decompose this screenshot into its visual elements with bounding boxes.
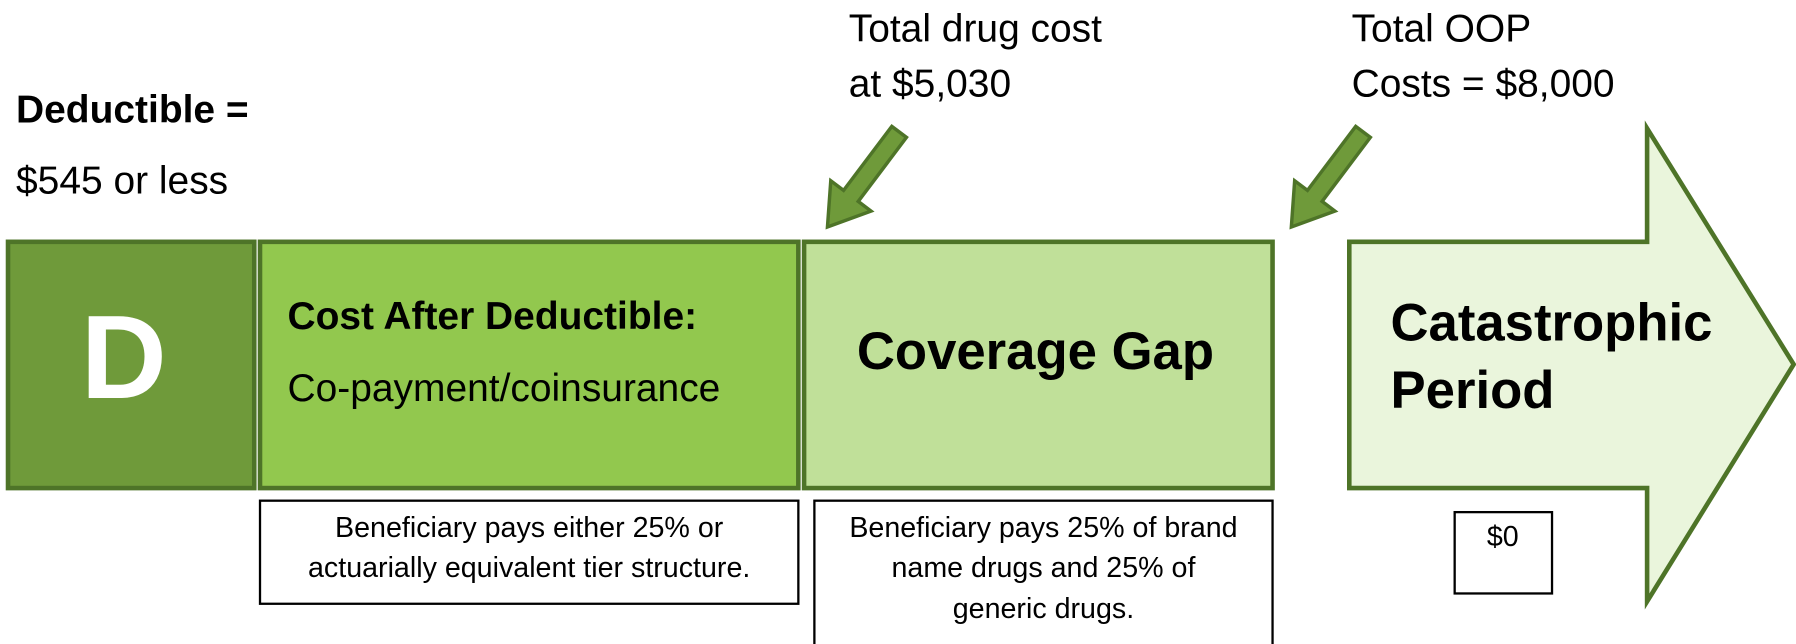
note-box xyxy=(258,499,800,605)
deductible-letter: D xyxy=(81,291,167,424)
marker-text: at $5,030 xyxy=(849,62,1011,105)
pointer-arrow xyxy=(1289,123,1373,230)
initial-subtitle: Co-payment/coinsurance xyxy=(287,367,720,410)
deductible-title: Deductible = xyxy=(16,89,249,132)
note-box xyxy=(1453,510,1554,595)
note-text: $0 xyxy=(1487,521,1519,553)
note-text: name drugs and 25% of xyxy=(891,552,1195,584)
catastrophic-title: Period xyxy=(1391,361,1555,420)
marker-text: Costs = $8,000 xyxy=(1352,62,1615,105)
initial-title: Cost After Deductible: xyxy=(287,295,697,338)
pointer-arrow xyxy=(825,123,909,230)
catastrophic-title: Catastrophic xyxy=(1391,294,1713,353)
catastrophic-arrow xyxy=(1347,120,1796,610)
note-text: actuarially equivalent tier structure. xyxy=(308,552,750,584)
gap-title: Coverage Gap xyxy=(857,322,1214,381)
note-box xyxy=(813,499,1274,644)
note-text: generic drugs. xyxy=(953,593,1134,625)
note-text: Beneficiary pays 25% of brand xyxy=(849,512,1237,544)
deductible-amount: $545 or less xyxy=(16,160,228,203)
note-text: Beneficiary pays either 25% or xyxy=(335,512,724,544)
gap-box xyxy=(801,239,1275,491)
marker-text: Total OOP xyxy=(1352,7,1532,50)
deductible-box xyxy=(5,239,257,491)
marker-text: Total drug cost xyxy=(849,7,1102,50)
initial-box xyxy=(257,239,801,491)
